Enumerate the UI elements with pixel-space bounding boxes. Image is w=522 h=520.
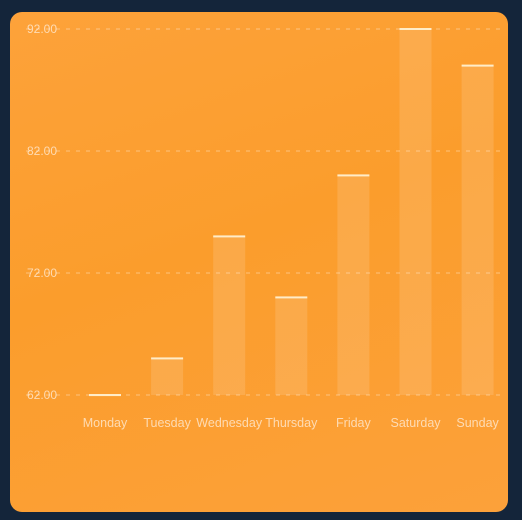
bar-chart: 62.00 72.00 82.00 92.00 Monday Tuesday Wednesd… bbox=[26, 22, 502, 430]
bar-wednesday bbox=[213, 236, 246, 395]
bar-thursday bbox=[275, 297, 308, 395]
x-tick-label: Wednesday bbox=[196, 416, 263, 430]
bar-saturday bbox=[399, 29, 432, 395]
y-tick-label: 82.00 bbox=[27, 144, 57, 158]
bar-cap-monday bbox=[89, 394, 121, 396]
bar-cap-thursday bbox=[275, 296, 308, 299]
x-tick-label: Friday bbox=[336, 416, 371, 430]
x-tick-label: Sunday bbox=[456, 416, 499, 430]
bar-cap-sunday bbox=[461, 64, 494, 67]
bar-sunday bbox=[461, 65, 494, 395]
bar-friday bbox=[337, 175, 370, 395]
x-tick-label: Thursday bbox=[265, 416, 318, 430]
bar-cap-saturday bbox=[399, 28, 432, 30]
bar-cap-friday bbox=[337, 174, 370, 177]
y-tick-label: 72.00 bbox=[27, 266, 57, 280]
y-tick-label: 62.00 bbox=[27, 388, 57, 402]
x-tick-label: Tuesday bbox=[143, 416, 191, 430]
bar-cap-tuesday bbox=[151, 357, 184, 360]
x-tick-label: Monday bbox=[83, 416, 128, 430]
bar-cap-wednesday bbox=[213, 235, 246, 238]
chart-card: 62.00 72.00 82.00 92.00 Monday Tuesday Wednesd… bbox=[10, 12, 508, 512]
bar-tuesday bbox=[151, 358, 184, 395]
x-tick-label: Saturday bbox=[390, 416, 441, 430]
y-tick-label: 92.00 bbox=[27, 22, 57, 36]
